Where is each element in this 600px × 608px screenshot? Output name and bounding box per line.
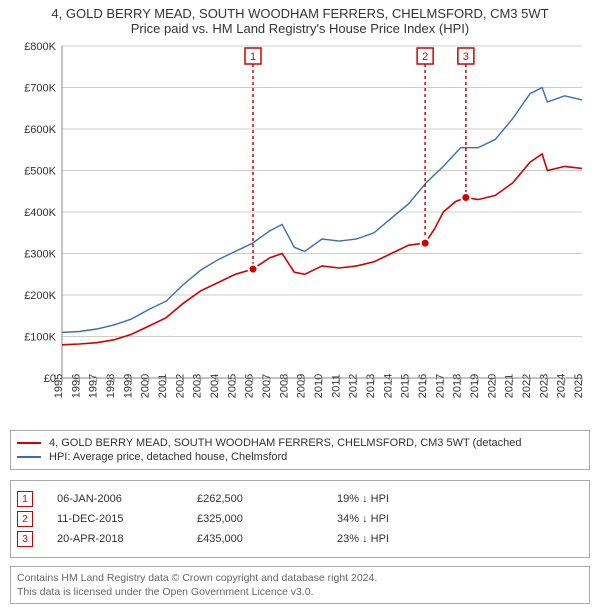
footer-line1: Contains HM Land Registry data © Crown c…: [17, 571, 583, 585]
svg-text:2009: 2009: [296, 374, 308, 398]
svg-text:2021: 2021: [504, 374, 516, 398]
svg-text:2002: 2002: [174, 374, 186, 398]
svg-text:2010: 2010: [313, 374, 325, 398]
svg-text:2018: 2018: [452, 374, 464, 398]
legend-label: 4, GOLD BERRY MEAD, SOUTH WOODHAM FERRER…: [49, 437, 521, 449]
svg-text:2000: 2000: [140, 374, 152, 398]
svg-text:£500K: £500K: [24, 166, 56, 178]
svg-text:2023: 2023: [538, 374, 550, 398]
chart: £0£100K£200K£300K£400K£500K£600K£700K£80…: [10, 40, 590, 420]
legend-row: HPI: Average price, detached house, Chel…: [17, 451, 583, 463]
event-row: 3 20-APR-2018£435,00023% ↓ HPI: [17, 531, 583, 547]
svg-text:2020: 2020: [486, 374, 498, 398]
svg-text:2003: 2003: [192, 374, 204, 398]
svg-text:£700K: £700K: [24, 83, 56, 95]
event-row: 2 11-DEC-2015£325,00034% ↓ HPI: [17, 511, 583, 527]
event-badge: 2: [17, 511, 33, 527]
event-date: 20-APR-2018: [57, 533, 197, 545]
svg-text:2015: 2015: [400, 374, 412, 398]
event-diff: 23% ↓ HPI: [337, 533, 457, 545]
svg-text:2004: 2004: [209, 374, 221, 398]
event-diff: 19% ↓ HPI: [337, 493, 457, 505]
svg-text:£300K: £300K: [24, 249, 56, 261]
title-sub: Price paid vs. HM Land Registry's House …: [10, 21, 590, 36]
event-date: 11-DEC-2015: [57, 513, 197, 525]
marker-dot-3: [461, 193, 470, 202]
svg-text:2024: 2024: [556, 374, 568, 398]
svg-text:2019: 2019: [469, 374, 481, 398]
chart-svg: £0£100K£200K£300K£400K£500K£600K£700K£80…: [10, 40, 590, 420]
svg-text:2025: 2025: [573, 374, 585, 398]
title-main: 4, GOLD BERRY MEAD, SOUTH WOODHAM FERRER…: [10, 6, 590, 21]
legend-row: 4, GOLD BERRY MEAD, SOUTH WOODHAM FERRER…: [17, 437, 583, 449]
svg-text:1996: 1996: [70, 374, 82, 398]
svg-text:£400K: £400K: [24, 207, 56, 219]
svg-text:1998: 1998: [105, 374, 117, 398]
marker-dot-2: [421, 239, 430, 248]
svg-text:2: 2: [422, 51, 428, 63]
svg-text:2012: 2012: [348, 374, 360, 398]
svg-text:£600K: £600K: [24, 124, 56, 136]
event-date: 06-JAN-2006: [57, 493, 197, 505]
footer: Contains HM Land Registry data © Crown c…: [10, 566, 590, 604]
event-badge: 1: [17, 491, 33, 507]
svg-text:2013: 2013: [365, 374, 377, 398]
svg-text:£200K: £200K: [24, 290, 56, 302]
svg-text:3: 3: [463, 51, 469, 63]
legend-label: HPI: Average price, detached house, Chel…: [49, 451, 287, 463]
svg-text:£800K: £800K: [24, 41, 56, 53]
svg-text:2006: 2006: [244, 374, 256, 398]
legend: 4, GOLD BERRY MEAD, SOUTH WOODHAM FERRER…: [10, 430, 590, 470]
svg-text:2022: 2022: [521, 374, 533, 398]
svg-text:1997: 1997: [88, 374, 100, 398]
legend-swatch: [17, 442, 41, 444]
event-diff: 34% ↓ HPI: [337, 513, 457, 525]
svg-text:2005: 2005: [226, 374, 238, 398]
svg-text:1995: 1995: [53, 374, 65, 398]
event-price: £435,000: [197, 533, 337, 545]
event-price: £262,500: [197, 493, 337, 505]
svg-text:1: 1: [250, 51, 256, 63]
title-block: 4, GOLD BERRY MEAD, SOUTH WOODHAM FERRER…: [10, 6, 590, 36]
footer-line2: This data is licensed under the Open Gov…: [17, 585, 583, 599]
svg-text:2014: 2014: [382, 374, 394, 398]
svg-text:2001: 2001: [157, 374, 169, 398]
event-badge: 3: [17, 531, 33, 547]
events-table: 1 06-JAN-2006£262,50019% ↓ HPI 2 11-DEC-201…: [10, 480, 590, 558]
svg-text:£100K: £100K: [24, 332, 56, 344]
event-row: 1 06-JAN-2006£262,50019% ↓ HPI: [17, 491, 583, 507]
svg-text:2016: 2016: [417, 374, 429, 398]
marker-dot-1: [249, 265, 258, 274]
legend-swatch: [17, 456, 41, 458]
svg-text:2017: 2017: [434, 374, 446, 398]
chart-container: 4, GOLD BERRY MEAD, SOUTH WOODHAM FERRER…: [0, 0, 600, 608]
svg-text:2007: 2007: [261, 374, 273, 398]
svg-text:2008: 2008: [278, 374, 290, 398]
svg-text:1999: 1999: [122, 374, 134, 398]
event-price: £325,000: [197, 513, 337, 525]
